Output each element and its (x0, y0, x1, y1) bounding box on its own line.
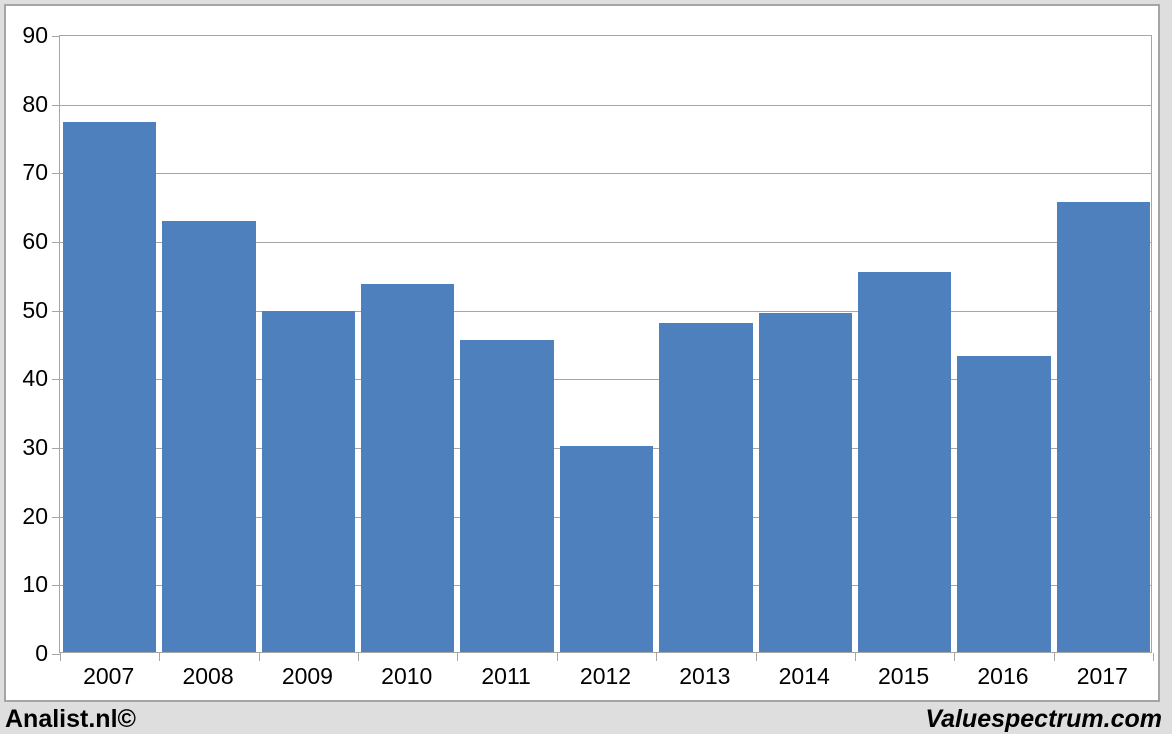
x-tick-9 (954, 653, 956, 661)
y-axis-label-50: 50 (22, 296, 48, 323)
bar-2008 (162, 220, 256, 652)
y-tick-90 (52, 36, 60, 37)
y-tick-10 (52, 585, 60, 587)
y-axis-label-20: 20 (22, 502, 48, 529)
y-tick-30 (52, 448, 60, 449)
gridline-60 (60, 242, 1151, 243)
y-tick-60 (52, 242, 60, 243)
x-tick-0 (60, 653, 61, 661)
y-tick-80 (52, 104, 60, 106)
y-axis-label-90: 90 (22, 22, 48, 48)
gridline-70 (60, 173, 1151, 175)
y-axis-label-60: 60 (22, 228, 48, 254)
bar-2010 (361, 284, 455, 652)
x-axis-label-2013: 2013 (679, 663, 731, 689)
x-axis-label-2016: 2016 (977, 663, 1029, 689)
bar-2011 (460, 339, 554, 652)
bar-2013 (659, 322, 753, 652)
gridline-80 (60, 104, 1151, 106)
x-tick-5 (556, 653, 558, 661)
x-tick-2 (258, 653, 260, 661)
x-axis-label-2010: 2010 (381, 663, 433, 689)
y-axis-label-70: 70 (22, 159, 48, 186)
y-axis-label-10: 10 (22, 571, 48, 598)
y-axis-label-80: 80 (22, 90, 48, 117)
gridline-50 (60, 310, 1151, 312)
footer-right-brand: Valuespectrum.com (925, 704, 1162, 733)
y-tick-0 (52, 654, 60, 655)
footer-bar: Analist.nl© Valuespectrum.com (0, 704, 1172, 734)
bar-2016 (957, 355, 1051, 652)
y-axis-label-0: 0 (35, 640, 48, 666)
x-tick-8 (854, 653, 856, 661)
bar-2014 (758, 312, 852, 652)
bar-2017 (1056, 201, 1150, 652)
y-axis-label-30: 30 (22, 434, 48, 460)
x-axis-label-2014: 2014 (778, 663, 830, 689)
x-axis-label-2015: 2015 (878, 663, 930, 689)
y-tick-20 (52, 516, 60, 518)
x-tick-6 (656, 653, 658, 661)
x-tick-4 (457, 653, 459, 661)
y-tick-40 (52, 379, 60, 381)
x-tick-1 (159, 653, 161, 661)
x-axis-label-2007: 2007 (83, 663, 135, 689)
chart-panel: 0 10 20 30 40 50 60 70 80 90 2007 2008 2009 2010 2011… (4, 4, 1160, 702)
x-tick-7 (755, 653, 757, 661)
x-axis-label-2011: 2011 (481, 663, 531, 689)
bar-2009 (261, 311, 356, 652)
gridline-40 (60, 379, 1151, 381)
y-axis-label-40: 40 (22, 365, 48, 392)
bar-2015 (857, 272, 952, 652)
x-tick-10 (1053, 653, 1055, 661)
y-tick-50 (52, 310, 60, 312)
x-axis-label-2017: 2017 (1076, 663, 1128, 689)
x-axis-label-2012: 2012 (579, 663, 632, 689)
footer-left-brand: Analist.nl© (5, 704, 136, 733)
bar-2007 (63, 121, 157, 652)
y-tick-70 (52, 173, 60, 175)
x-tick-3 (358, 653, 360, 661)
x-axis-label-2008: 2008 (182, 663, 234, 689)
x-tick-11 (1153, 653, 1154, 661)
bar-2012 (559, 445, 654, 652)
plot-area (52, 35, 1154, 661)
x-axis-label-2009: 2009 (281, 663, 333, 689)
